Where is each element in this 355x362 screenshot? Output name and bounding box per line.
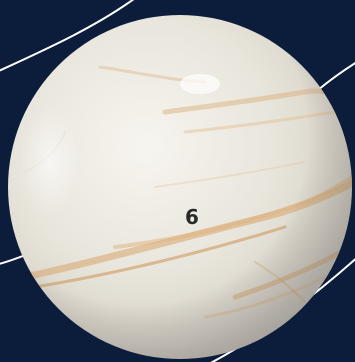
venus-planet-ball-icon xyxy=(5,12,355,362)
ball-number: 6 xyxy=(183,205,201,229)
planet-ball[interactable]: 6 xyxy=(5,12,355,362)
